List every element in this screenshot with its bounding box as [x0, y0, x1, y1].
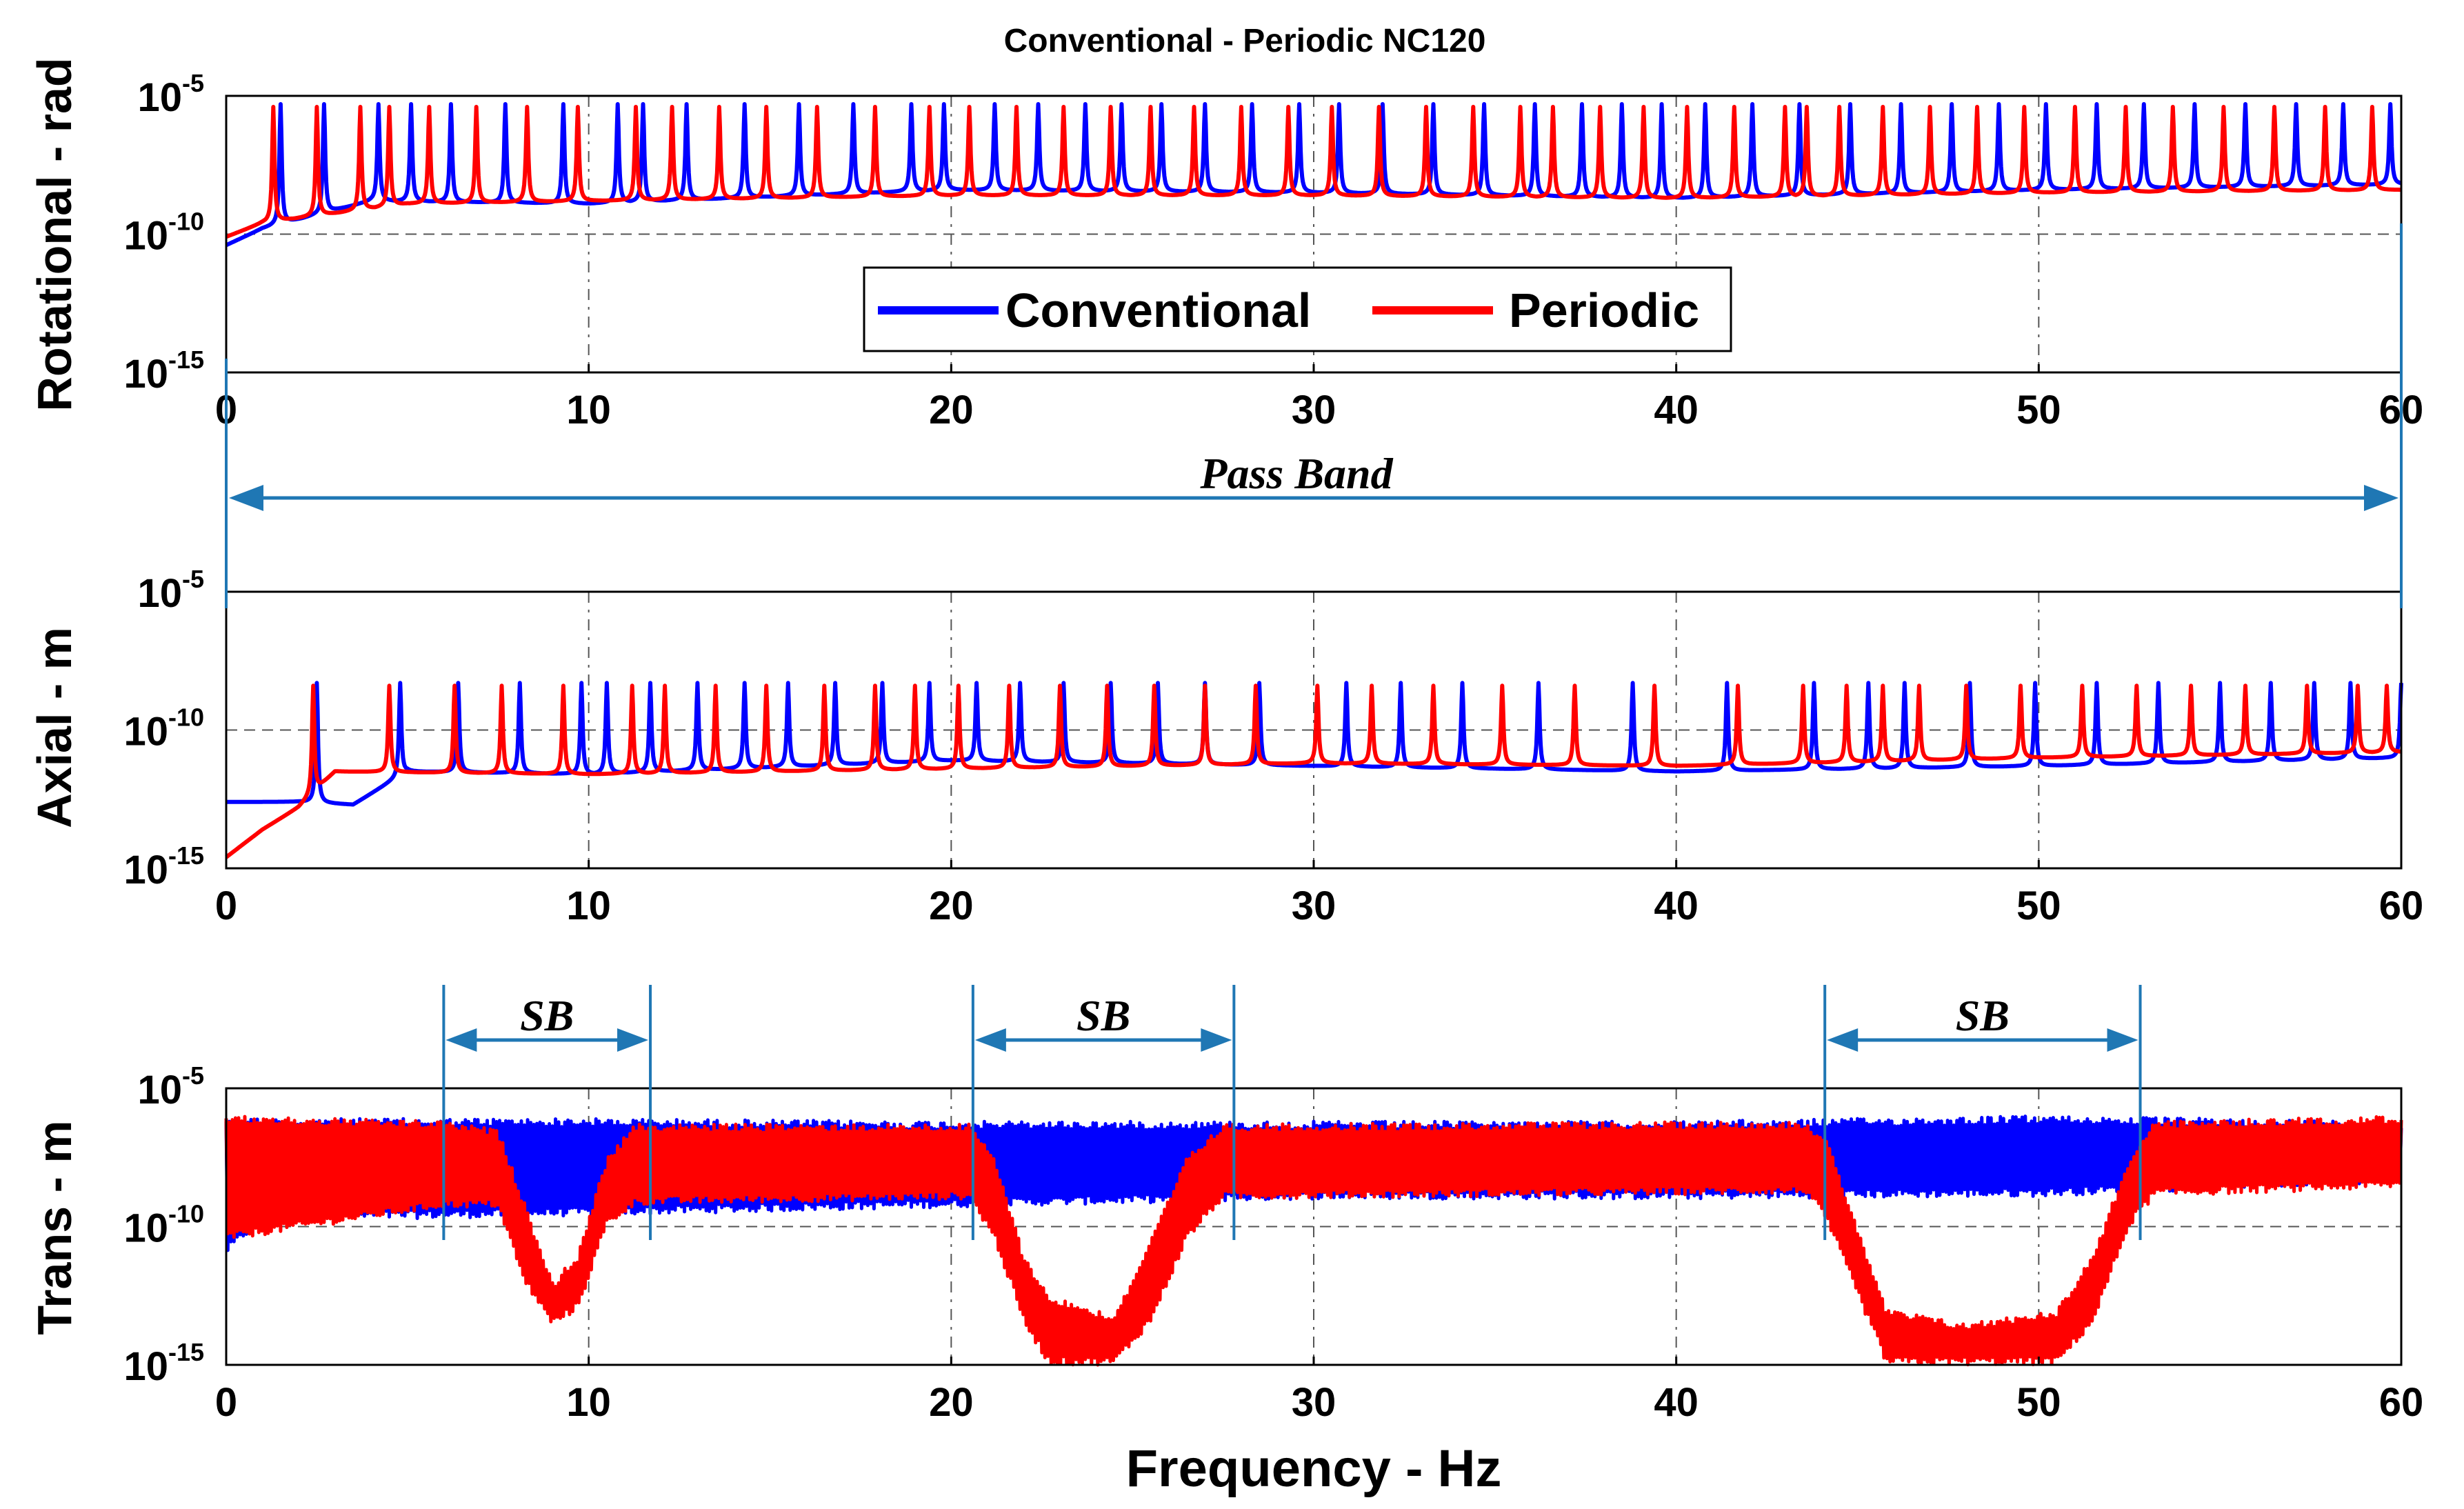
series-rotational-periodic: [225, 105, 2403, 239]
y-label-rotational: Rotational - rad: [28, 57, 81, 411]
legend-label-periodic: Periodic: [1509, 283, 1699, 337]
y-tick-label-axial: 10-15: [123, 841, 204, 892]
annotations: Pass Band SB SB SB: [225, 223, 2403, 1240]
panel-axial: 10-5 10-10 10-15 0 10 20 30 40 50 60 Axial - m: [28, 565, 2423, 928]
series-axial: [225, 681, 2403, 859]
y-tick-label-rotational: 10-5: [137, 69, 204, 120]
x-tick-label-axial: 0: [215, 883, 237, 928]
y-ticks-rotational: 10-5 10-10 10-15: [123, 69, 204, 397]
sb-arrowhead-left: [974, 1028, 1006, 1052]
x-tick-label-rotational: 50: [2016, 388, 2061, 432]
x-tick-label-trans: 40: [1654, 1380, 1699, 1425]
series-rotational-conventional: [225, 102, 2403, 248]
y-tick-label-trans: 10-10: [123, 1200, 204, 1251]
y-tick-label-rotational: 10-10: [123, 208, 204, 259]
sb-arrowhead-left: [1827, 1028, 1859, 1052]
sb-label: SB: [1956, 991, 2010, 1040]
x-tick-label-trans: 50: [2016, 1380, 2061, 1425]
x-tick-label-axial: 20: [929, 883, 974, 928]
pass-band-arrowhead-left: [229, 485, 263, 511]
legend-box: [863, 266, 1732, 352]
x-tick-label-rotational: 10: [566, 388, 611, 432]
x-tick-label-trans: 30: [1292, 1380, 1336, 1425]
y-tick-label-rotational: 10-15: [123, 346, 204, 397]
legend-label-conventional: Conventional: [1005, 283, 1311, 337]
stop-band-annotations: SB SB SB: [442, 985, 2142, 1240]
y-tick-label-trans: 10-15: [123, 1338, 204, 1389]
legend: Conventional Periodic: [863, 266, 1732, 352]
sb-arrowhead-right: [2107, 1028, 2139, 1052]
sb-arrowhead-right: [1201, 1028, 1232, 1052]
x-tick-label-trans: 10: [566, 1380, 611, 1425]
sb-label: SB: [520, 991, 574, 1040]
y-ticks-axial: 10-5 10-10 10-15: [123, 565, 204, 892]
y-tick-label-axial: 10-10: [123, 703, 204, 754]
x-tick-label-trans: 20: [929, 1380, 974, 1425]
x-tick-label-trans: 0: [215, 1380, 237, 1425]
series-trans-periodic: [224, 1115, 2403, 1367]
x-tick-label-axial: 60: [2379, 883, 2424, 928]
x-tick-label-rotational: 40: [1654, 388, 1699, 432]
series-trans: [224, 1115, 2403, 1367]
annotation-pass-band: Pass Band: [225, 223, 2403, 608]
x-ticks-axial: 0 10 20 30 40 50 60: [215, 860, 2423, 928]
sb-arrowhead-left: [445, 1028, 477, 1052]
x-tick-label-trans: 60: [2379, 1380, 2424, 1425]
x-ticks-trans: 0 10 20 30 40 50 60: [215, 1357, 2423, 1425]
x-axis-label: Frequency - Hz: [1126, 1439, 1502, 1498]
y-ticks-trans: 10-5 10-10 10-15: [123, 1061, 204, 1389]
y-label-axial: Axial - m: [28, 627, 81, 828]
x-tick-label-axial: 10: [566, 883, 611, 928]
sb-arrowhead-right: [617, 1028, 649, 1052]
series-axial-periodic: [225, 683, 2403, 859]
panel-trans: 10-5 10-10 10-15 0 10 20 30 40 50 60 Trans - m: [28, 1061, 2423, 1425]
x-tick-label-rotational: 20: [929, 388, 974, 432]
sb-label: SB: [1076, 991, 1130, 1040]
x-tick-label-axial: 50: [2016, 883, 2061, 928]
pass-band-arrowhead-right: [2364, 485, 2398, 511]
y-tick-label-trans: 10-5: [137, 1061, 204, 1112]
x-tick-label-axial: 40: [1654, 883, 1699, 928]
pass-band-label: Pass Band: [1199, 449, 1393, 498]
y-label-trans: Trans - m: [28, 1120, 81, 1335]
series-rotational: [225, 102, 2403, 248]
series-trans-conventional: [224, 1115, 2403, 1252]
chart-title: Conventional - Periodic NC120: [1004, 23, 1486, 59]
y-tick-label-axial: 10-5: [137, 565, 204, 616]
x-tick-label-rotational: 30: [1292, 388, 1336, 432]
x-tick-label-axial: 30: [1292, 883, 1336, 928]
